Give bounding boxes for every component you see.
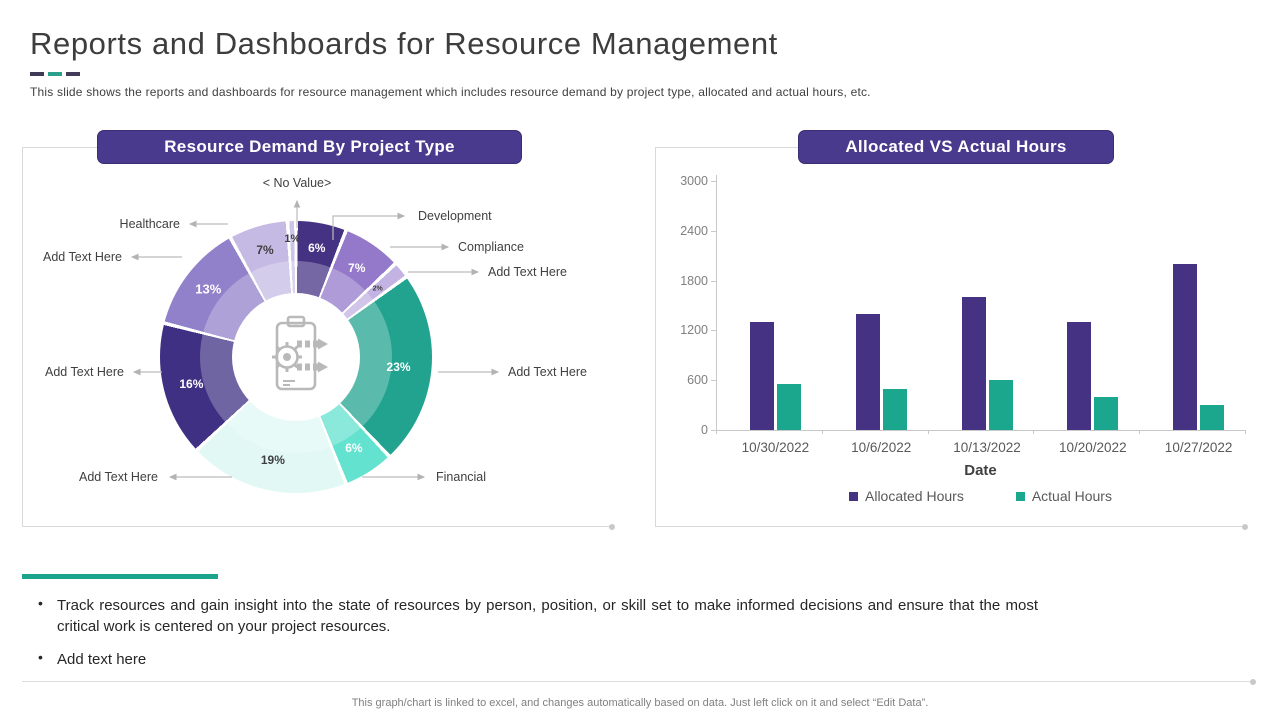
x-tick-mark bbox=[1245, 430, 1246, 434]
bar-actual-hours[interactable] bbox=[776, 384, 801, 430]
y-tick-mark bbox=[711, 280, 716, 282]
x-tick-mark bbox=[1139, 430, 1141, 434]
x-category-label: 10/27/2022 bbox=[1164, 440, 1233, 455]
donut-callout-label: Development bbox=[418, 209, 492, 223]
x-category-label: 10/13/2022 bbox=[953, 440, 1021, 455]
x-axis-line bbox=[716, 430, 1246, 431]
bar-allocated-hours[interactable] bbox=[1067, 322, 1092, 430]
bullet-icon: • bbox=[38, 595, 43, 611]
list-item: • Track resources and gain insight into … bbox=[38, 595, 1038, 637]
legend-swatch bbox=[849, 491, 858, 501]
bar-allocated-hours[interactable] bbox=[1173, 264, 1198, 430]
donut-percent-label: 1% bbox=[284, 233, 301, 246]
y-tick-mark bbox=[711, 430, 716, 431]
panel-border-left bbox=[655, 147, 656, 527]
panel-border-top bbox=[655, 147, 800, 148]
bullet-icon: • bbox=[38, 649, 43, 665]
bar-chart-legend: Allocated Hours Actual Hours bbox=[716, 488, 1245, 504]
panel-resize-handle[interactable] bbox=[1242, 524, 1248, 530]
donut-percent-label: 7% bbox=[256, 243, 274, 258]
donut-percent-label: 7% bbox=[348, 260, 366, 275]
legend-item: Actual Hours bbox=[1015, 488, 1112, 504]
x-tick-mark bbox=[927, 430, 929, 434]
bar-chart-title-banner: Allocated VS Actual Hours bbox=[798, 130, 1114, 164]
note-text: Track resources and gain insight into th… bbox=[57, 597, 1038, 635]
footer-divider bbox=[22, 681, 1250, 682]
donut-percent-label: 6% bbox=[345, 441, 363, 456]
x-axis-title: Date bbox=[964, 462, 997, 479]
donut-percent-label: 23% bbox=[386, 359, 411, 374]
y-tick-label: 600 bbox=[687, 373, 708, 388]
x-tick-mark bbox=[821, 430, 823, 434]
donut-callout-label: Add Text Here bbox=[43, 250, 122, 264]
donut-callout-label: Financial bbox=[436, 470, 487, 484]
title-accent-dash-2 bbox=[48, 72, 62, 76]
x-category-label: 10/20/2022 bbox=[1059, 440, 1127, 455]
donut-callout-label: Add Text Here bbox=[508, 365, 587, 379]
panel-border-top bbox=[22, 147, 97, 148]
donut-callout-label: Add Text Here bbox=[488, 265, 567, 279]
legend-label: Allocated Hours bbox=[865, 488, 964, 504]
bar-actual-hours[interactable] bbox=[1200, 405, 1225, 430]
page-title: Reports and Dashboards for Resource Mana… bbox=[30, 26, 778, 61]
list-item: • Add text here bbox=[38, 649, 1038, 670]
bar-actual-hours[interactable] bbox=[882, 388, 907, 430]
donut-center bbox=[232, 293, 360, 421]
donut-percent-label: 13% bbox=[195, 281, 222, 297]
y-tick-label: 2400 bbox=[680, 223, 708, 238]
donut-callout-label: Add Text Here bbox=[45, 365, 124, 379]
x-tick-mark bbox=[716, 430, 717, 434]
donut-percent-label: 6% bbox=[308, 240, 326, 255]
x-category-label: 10/30/2022 bbox=[741, 440, 810, 455]
bar-allocated-hours[interactable] bbox=[749, 322, 774, 430]
donut-callout-label: < No Value> bbox=[262, 176, 332, 190]
title-accent-dash-3 bbox=[66, 72, 80, 76]
bar-actual-hours[interactable] bbox=[1094, 396, 1119, 430]
donut-percent-label: 2% bbox=[372, 285, 383, 293]
divider-handle[interactable] bbox=[1250, 679, 1256, 685]
legend-item: Allocated Hours bbox=[849, 488, 964, 504]
note-text: Add text here bbox=[57, 651, 147, 668]
bar-chart-panel: Allocated VS Actual Hours 0 600 1200 1800 24… bbox=[655, 130, 1248, 530]
x-category-label: 10/6/2022 bbox=[851, 440, 912, 455]
y-tick-label: 1800 bbox=[680, 273, 708, 288]
donut-chart-panel: Resource Demand By Project Type bbox=[22, 130, 615, 530]
x-tick-mark bbox=[1033, 430, 1035, 434]
y-tick-mark bbox=[711, 181, 716, 182]
bar-allocated-hours[interactable] bbox=[855, 313, 880, 430]
page-subtitle: This slide shows the reports and dashboa… bbox=[30, 85, 871, 99]
donut-chart-title-banner: Resource Demand By Project Type bbox=[97, 130, 522, 164]
notes-accent-bar bbox=[22, 574, 218, 579]
footer-note: This graph/chart is linked to excel, and… bbox=[351, 697, 929, 709]
y-tick-label: 0 bbox=[701, 423, 708, 437]
y-tick-mark bbox=[711, 330, 716, 332]
panel-border-bottom bbox=[22, 526, 612, 527]
y-tick-label: 1200 bbox=[680, 323, 708, 338]
title-accent-dash-1 bbox=[30, 72, 44, 76]
notes-list: • Track resources and gain insight into … bbox=[38, 595, 1038, 682]
legend-swatch bbox=[1015, 491, 1025, 501]
panel-border-bottom bbox=[655, 526, 1245, 527]
legend-label: Actual Hours bbox=[1031, 488, 1112, 504]
clipboard-gear-arrows-icon bbox=[261, 315, 331, 400]
donut-callout-label: Compliance bbox=[458, 240, 525, 254]
y-tick-label: 3000 bbox=[680, 174, 708, 188]
y-tick-mark bbox=[711, 230, 716, 232]
donut-callout-label: Healthcare bbox=[119, 217, 180, 231]
y-axis-line bbox=[716, 175, 717, 430]
panel-resize-handle[interactable] bbox=[609, 524, 615, 530]
bar-actual-hours[interactable] bbox=[988, 380, 1013, 430]
panel-border-left bbox=[22, 147, 23, 527]
bar-allocated-hours[interactable] bbox=[961, 297, 986, 430]
donut-percent-label: 19% bbox=[260, 453, 285, 468]
donut-percent-label: 16% bbox=[179, 376, 204, 391]
donut-callout-label: Add Text Here bbox=[79, 470, 158, 484]
y-tick-mark bbox=[711, 380, 716, 382]
